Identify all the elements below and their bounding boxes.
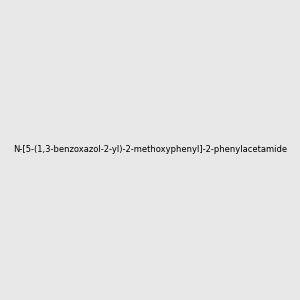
Text: N-[5-(1,3-benzoxazol-2-yl)-2-methoxyphenyl]-2-phenylacetamide: N-[5-(1,3-benzoxazol-2-yl)-2-methoxyphen… [13, 146, 287, 154]
